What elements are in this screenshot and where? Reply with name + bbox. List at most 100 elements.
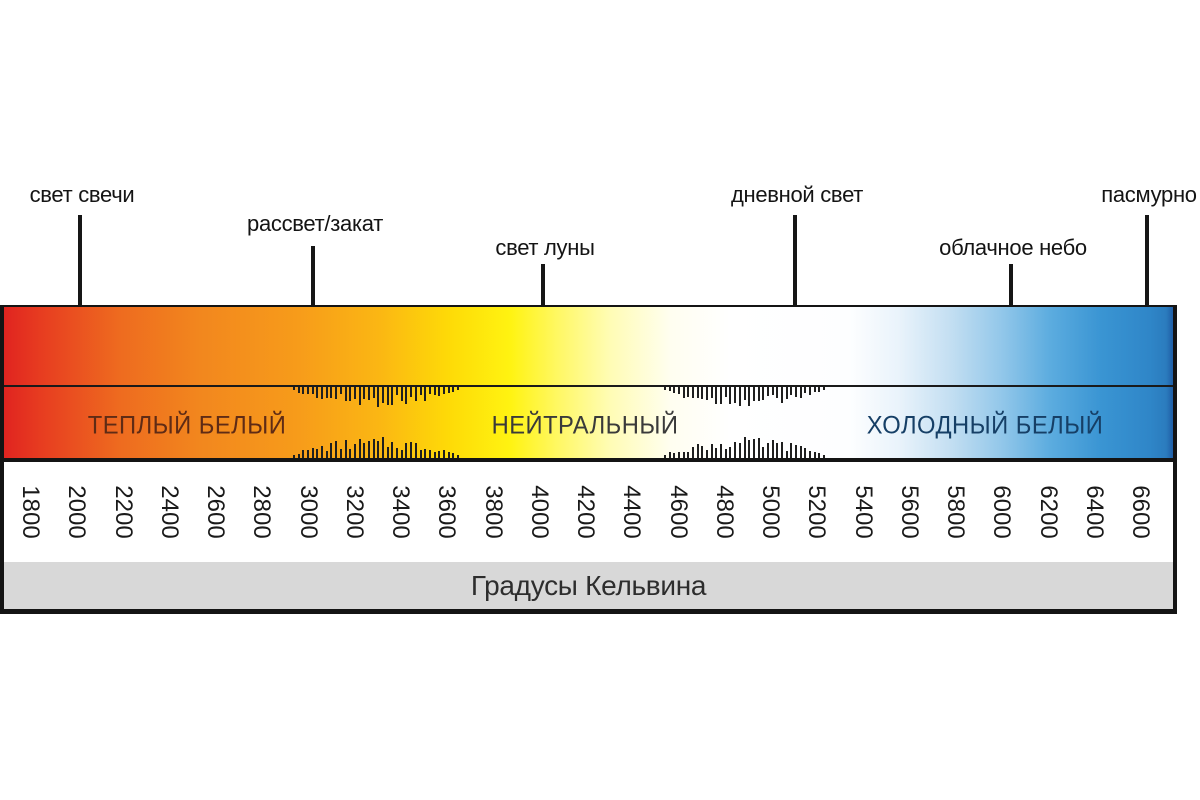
transition-tick: [696, 443, 699, 458]
scale-tick-label: 2600: [202, 485, 229, 539]
scale-tick-label: 4600: [664, 485, 692, 539]
scale-tick-label: 2000: [63, 485, 91, 539]
transition-tick: [687, 451, 690, 458]
transition-tick: [752, 387, 755, 401]
bar-divider-line: [4, 385, 1173, 387]
transition-tick: [762, 447, 765, 458]
transition-tick: [720, 387, 723, 404]
transition-tick: [433, 452, 436, 458]
callout-stem-line: [1145, 215, 1149, 347]
zone-label: ТЕПЛЫЙ БЕЛЫЙ: [87, 411, 287, 440]
transition-tick: [363, 387, 366, 399]
transition-tick: [302, 387, 305, 394]
transition-tick: [762, 387, 765, 401]
transition-tick: [729, 387, 732, 404]
transition-tick: [808, 387, 811, 396]
transition-tick: [410, 442, 413, 458]
transition-tick: [738, 443, 741, 458]
transition-tick: [804, 387, 807, 393]
transition-tick: [367, 441, 370, 458]
transition-tick: [391, 441, 394, 458]
transition-tick: [776, 387, 779, 399]
block-left-border: [0, 305, 4, 614]
scale-tick-label: 2400: [155, 485, 183, 539]
transition-tick: [748, 440, 751, 458]
transition-tick: [442, 387, 445, 394]
scale-tick-label: 1800: [17, 485, 44, 539]
transition-tick: [818, 453, 821, 458]
transition-tick: [752, 439, 755, 458]
transition-tick: [424, 448, 427, 458]
transition-tick: [776, 443, 779, 458]
transition-tick: [325, 387, 328, 398]
transition-tick: [293, 455, 295, 458]
transition-tick: [673, 452, 676, 458]
transition-tick: [428, 387, 431, 395]
scale-tick-label: 4200: [572, 485, 599, 539]
zone-label: ХОЛОДНЫЙ БЕЛЫЙ: [866, 411, 1104, 440]
transition-tick: [771, 387, 774, 396]
transition-tick: [410, 387, 413, 397]
block-right-border: [1173, 305, 1177, 614]
scale-tick-label: 5800: [942, 485, 969, 539]
transition-tick: [372, 439, 375, 458]
transition-tick: [678, 451, 681, 458]
transition-tick: [710, 387, 713, 399]
transition-tick: [447, 451, 450, 458]
transition-tick: [682, 452, 685, 458]
transition-tick: [673, 387, 676, 393]
transition-tick: [344, 387, 347, 401]
transition-tick: [678, 387, 681, 394]
transition-tick: [668, 451, 671, 458]
scale-tick-label: 4800: [710, 485, 738, 539]
transition-tick: [396, 387, 399, 396]
transition-tick: [743, 387, 746, 401]
transition-tick: [799, 387, 802, 399]
transition-tick: [785, 387, 788, 400]
transition-tick: [419, 387, 422, 396]
transition-tick: [349, 387, 352, 402]
transition-tick: [419, 449, 422, 458]
transition-tick: [311, 387, 314, 394]
transition-tick: [386, 387, 389, 406]
transition-tick: [785, 451, 788, 458]
transition-tick: [424, 387, 427, 401]
transition-tick: [794, 387, 797, 398]
transition-tick: [804, 448, 807, 458]
transition-tick: [349, 449, 352, 458]
transition-tick: [706, 387, 709, 400]
scale-tick-label: 3000: [294, 485, 322, 539]
transition-tick: [325, 451, 328, 458]
callout-stem-line: [78, 215, 82, 347]
scale-tick-label: 3600: [433, 485, 461, 539]
transition-tick: [748, 387, 751, 407]
transition-tick: [339, 449, 342, 458]
scale-tick-label: 6400: [1080, 485, 1108, 539]
scale-tick-label: 3200: [340, 485, 368, 539]
callout-label: свет свечи: [29, 182, 135, 207]
transition-tick: [692, 446, 695, 458]
transition-tick: [710, 443, 713, 458]
transition-tick: [823, 455, 825, 458]
transition-tick: [433, 387, 436, 396]
transition-tick: [316, 449, 319, 458]
transition-tick: [724, 387, 727, 398]
transition-tick: [414, 387, 417, 402]
transition-tick: [307, 387, 310, 395]
transition-tick: [330, 443, 333, 458]
scale-tick-label: 4400: [618, 485, 646, 539]
transition-tick: [391, 387, 394, 405]
transition-tick: [382, 387, 385, 404]
kelvin-axis-title-bar: Градусы Кельвина: [4, 562, 1173, 609]
transition-tick: [799, 445, 802, 458]
scale-tick-label: 2800: [248, 485, 276, 539]
callout-stem-line: [793, 215, 797, 347]
callout-stem-line: [311, 246, 315, 347]
transition-tick: [452, 452, 455, 458]
transition-tick: [405, 387, 408, 405]
transition-tick: [452, 387, 455, 393]
scale-tick-label: 5000: [757, 485, 784, 539]
callout-label: рассвет/закат: [247, 211, 383, 236]
scale-tick-label: 6600: [1127, 485, 1154, 539]
transition-tick: [344, 440, 347, 458]
